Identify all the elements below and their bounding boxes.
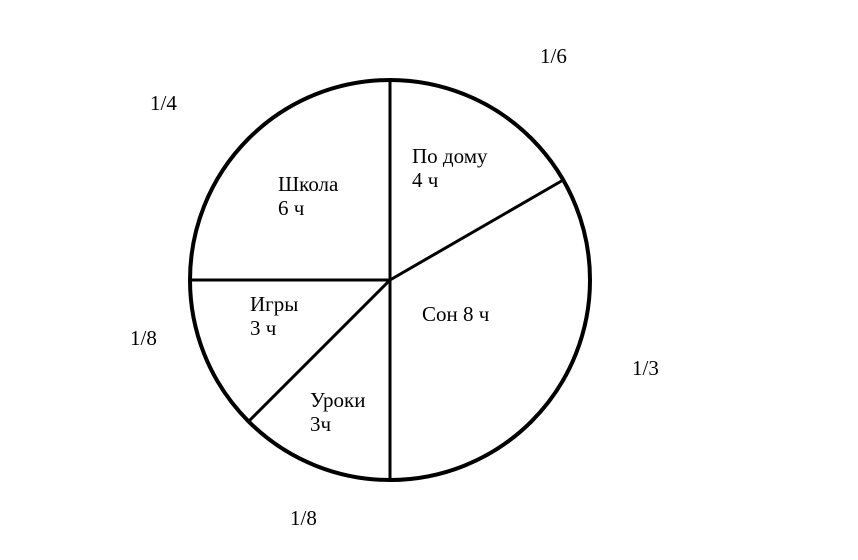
slice-label: Уроки3ч (310, 388, 365, 436)
slice-divider (390, 180, 563, 280)
slice-label: Школа6 ч (278, 172, 339, 220)
slice-fraction-label: 1/3 (632, 356, 659, 380)
slice-fraction-label: 1/8 (290, 506, 317, 530)
slice-label: По дому4 ч (412, 144, 488, 192)
slice-fraction-label: 1/4 (150, 91, 177, 115)
slice-fraction-label: 1/6 (540, 44, 567, 68)
slice-label: Сон 8 ч (422, 302, 490, 326)
slice-label: Игры3 ч (250, 292, 298, 340)
day-schedule-pie-chart: По дому4 ч Сон 8 ч Уроки3чИгры3 ч Школа6 ч 1… (0, 0, 858, 560)
slice-fraction-label: 1/8 (130, 326, 157, 350)
